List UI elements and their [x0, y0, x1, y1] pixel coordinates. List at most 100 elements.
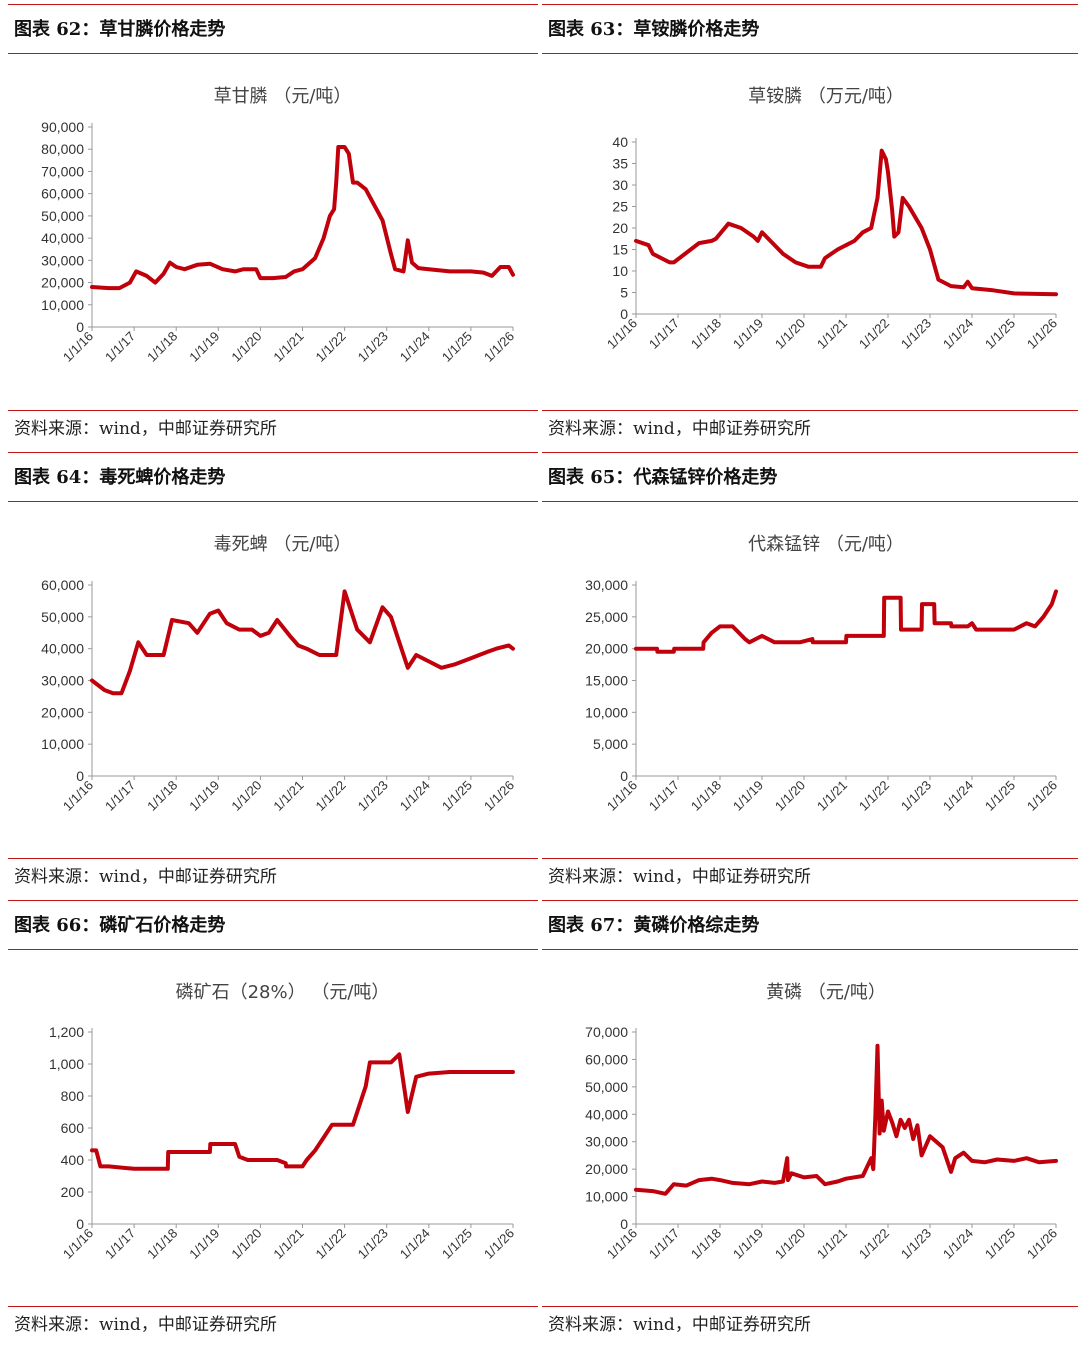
y-tick-label: 200	[61, 1184, 85, 1200]
panel-mancozeb: 图表 65：代森锰锌价格走势 代森锰锌 （元/吨） 0 5,000 10,000 15,…	[540, 448, 1080, 896]
x-tick-label: 1/1/21	[270, 1226, 306, 1262]
chart-yellow-phosphorus: 黄磷 （元/吨） 0 10,000 20,000 30,000 40,000 50,000 6…	[585, 982, 1060, 1262]
panel-phosphate-rock: 图表 66：磷矿石价格走势 磷矿石（28%） （元/吨） 0 200 400 600 80…	[0, 896, 540, 1344]
y-tick-label: 20,000	[585, 1161, 628, 1177]
x-tick-label: 1/1/25	[439, 778, 475, 814]
source-note: 资料来源：wind，中邮证券研究所	[542, 1306, 1078, 1344]
x-tick-label: 1/1/19	[730, 778, 766, 814]
price-series-line	[90, 1052, 515, 1171]
source-note: 资料来源：wind，中邮证券研究所	[542, 410, 1078, 448]
x-tick-label: 1/1/21	[270, 778, 306, 814]
x-tick-label: 1/1/23	[898, 316, 934, 352]
y-tick-label: 30,000	[41, 252, 84, 268]
source-note: 资料来源：wind，中邮证券研究所	[8, 410, 538, 448]
x-tick-label: 1/1/24	[397, 1226, 433, 1262]
x-tick-label: 1/1/25	[439, 1226, 475, 1262]
y-tick-label: 25,000	[585, 609, 628, 625]
y-tick-label: 1,200	[49, 1024, 84, 1040]
x-tick-label: 1/1/18	[144, 1226, 180, 1262]
y-tick-label: 15	[612, 242, 628, 258]
x-tick-label: 1/1/22	[313, 1226, 349, 1262]
x-tick-label: 1/1/22	[313, 329, 349, 365]
x-tick-label: 1/1/18	[688, 778, 724, 814]
panel-caption: 图表 67：黄磷价格综走势	[542, 900, 1078, 950]
x-tick-label: 1/1/18	[144, 329, 180, 365]
y-tick-label: 90,000	[41, 119, 84, 135]
y-tick-label: 35	[612, 156, 628, 172]
y-tick-label: 0	[620, 768, 628, 784]
panel-caption: 图表 65：代森锰锌价格走势	[542, 452, 1078, 502]
x-tick-label: 1/1/18	[144, 778, 180, 814]
x-tick-label: 1/1/20	[228, 1226, 264, 1262]
x-tick-label: 1/1/18	[688, 1226, 724, 1262]
x-tick-label: 1/1/26	[481, 1226, 517, 1262]
x-tick-label: 1/1/21	[814, 316, 850, 352]
panel-glufosinate: 图表 63：草铵膦价格走势 草铵膦 （万元/吨） 0 5 10 15 20 25 30 35 40…	[540, 0, 1080, 448]
y-tick-label: 25	[612, 199, 628, 215]
y-tick-label: 10,000	[41, 736, 84, 752]
y-tick-label: 80,000	[41, 141, 84, 157]
x-tick-label: 1/1/24	[397, 329, 433, 365]
price-series-line	[634, 589, 1058, 654]
x-tick-label: 1/1/23	[355, 778, 391, 814]
x-tick-label: 1/1/17	[102, 329, 138, 365]
x-tick-label: 1/1/25	[439, 329, 475, 365]
chart-chlorpyrifos: 毒死蜱 （元/吨） 0 10,000 20,000 30,000 40,000 50,000…	[41, 534, 517, 814]
x-tick-label: 1/1/20	[772, 778, 808, 814]
y-tick-label: 40,000	[585, 1106, 628, 1122]
y-tick-label: 10	[612, 263, 628, 279]
y-tick-label: 50,000	[41, 208, 84, 224]
price-series-line	[634, 148, 1058, 297]
x-tick-label: 1/1/22	[856, 316, 892, 352]
x-tick-label: 1/1/18	[688, 316, 724, 352]
y-tick-label: 30,000	[585, 577, 628, 593]
y-tick-label: 0	[76, 768, 84, 784]
panel-caption: 图表 63：草铵膦价格走势	[542, 4, 1078, 54]
x-tick-label: 1/1/25	[982, 778, 1018, 814]
y-tick-label: 20	[612, 220, 628, 236]
x-tick-label: 1/1/20	[228, 329, 264, 365]
panel-yellow-phosphorus: 图表 67：黄磷价格综走势 黄磷 （元/吨） 0 10,000 20,000 30,00…	[540, 896, 1080, 1344]
x-tick-label: 1/1/20	[772, 316, 808, 352]
chart-title: 黄磷 （元/吨）	[766, 982, 886, 1003]
y-tick-label: 5,000	[593, 736, 628, 752]
y-tick-label: 10,000	[585, 1189, 628, 1205]
y-tick-label: 10,000	[585, 704, 628, 720]
x-tick-label: 1/1/26	[481, 329, 517, 365]
x-tick-label: 1/1/26	[481, 778, 517, 814]
source-note: 资料来源：wind，中邮证券研究所	[8, 858, 538, 896]
x-tick-label: 1/1/26	[1024, 778, 1060, 814]
y-tick-label: 20,000	[41, 275, 84, 291]
y-tick-label: 30,000	[41, 673, 84, 689]
chart-glyphosate: 草甘膦 （元/吨） 0 10,000 20,000 30,000 40,000 50,000…	[41, 86, 517, 365]
panel-chlorpyrifos: 图表 64：毒死蜱价格走势 毒死蜱 （元/吨） 0 10,000 20,000 30,0…	[0, 448, 540, 896]
x-tick-label: 1/1/19	[730, 1226, 766, 1262]
y-tick-label: 60,000	[41, 577, 84, 593]
x-tick-label: 1/1/25	[982, 316, 1018, 352]
x-tick-label: 1/1/24	[940, 778, 976, 814]
price-series-line	[90, 589, 515, 696]
y-tick-label: 15,000	[585, 673, 628, 689]
x-tick-label: 1/1/17	[102, 1226, 138, 1262]
x-tick-label: 1/1/24	[397, 778, 433, 814]
source-note: 资料来源：wind，中邮证券研究所	[542, 858, 1078, 896]
y-tick-label: 1,000	[49, 1056, 84, 1072]
x-tick-label: 1/1/22	[856, 1226, 892, 1262]
x-tick-label: 1/1/26	[1024, 1226, 1060, 1262]
chart-title: 磷矿石（28%） （元/吨）	[176, 982, 390, 1003]
x-tick-label: 1/1/25	[982, 1226, 1018, 1262]
chart-title: 草甘膦 （元/吨）	[214, 86, 352, 107]
y-tick-label: 0	[76, 319, 84, 335]
panel-caption: 图表 62：草甘膦价格走势	[8, 4, 538, 54]
y-tick-label: 70,000	[41, 163, 84, 179]
x-tick-label: 1/1/26	[1024, 316, 1060, 352]
chart-mancozeb: 代森锰锌 （元/吨） 0 5,000 10,000 15,000 20,000 25,000…	[585, 534, 1060, 814]
source-note: 资料来源：wind，中邮证券研究所	[8, 1306, 538, 1344]
y-tick-label: 20,000	[585, 641, 628, 657]
x-tick-label: 1/1/20	[228, 778, 264, 814]
y-tick-label: 30	[612, 177, 628, 193]
x-tick-label: 1/1/24	[940, 1226, 976, 1262]
chart-title: 草铵膦 （万元/吨）	[748, 86, 904, 107]
y-tick-label: 800	[61, 1088, 85, 1104]
